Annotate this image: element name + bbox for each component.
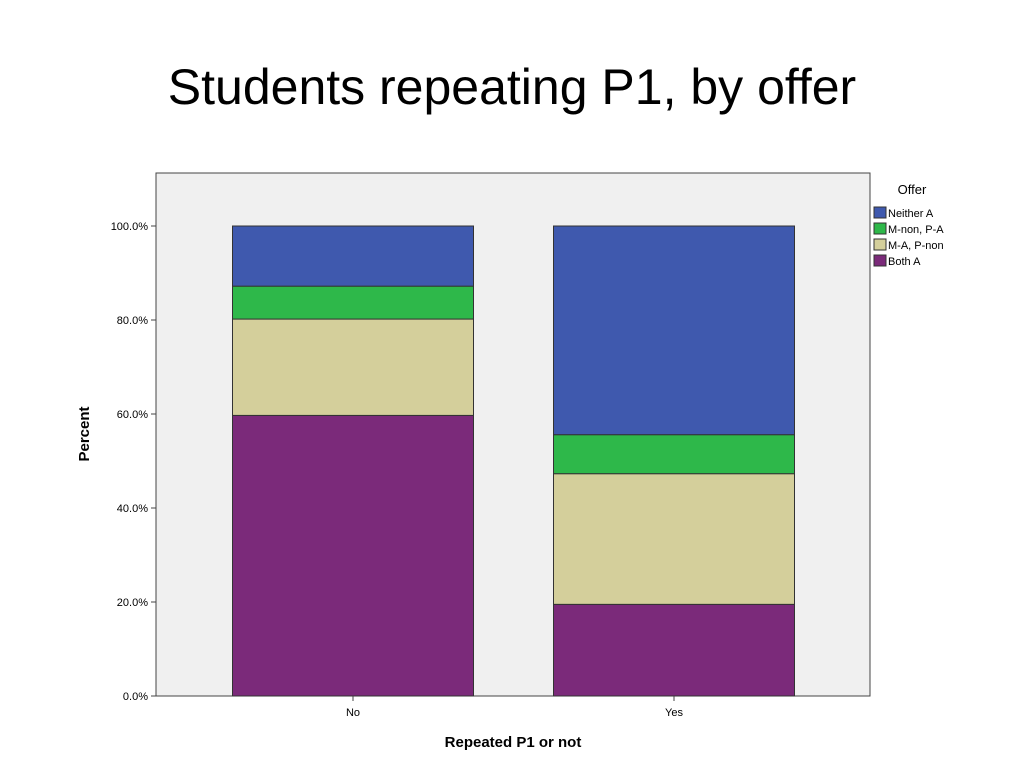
bar-yes-neither-a — [553, 225, 795, 436]
bar-no-m-a-p-non — [232, 318, 474, 416]
legend-swatch-neither-a — [873, 206, 887, 219]
y-axis-title: Percent — [76, 406, 93, 461]
legend-swatch-both-a — [873, 254, 887, 267]
y-tick-label: 40.0% — [117, 503, 148, 515]
slide-title: Students repeating P1, by offer — [167, 59, 857, 115]
bar-yes-m-a-p-non — [553, 473, 795, 605]
y-tick-label: 20.0% — [117, 597, 148, 609]
x-tick-label: No — [346, 707, 360, 719]
bar-yes-m-non-p-a — [553, 434, 795, 475]
legend-label-m-non-p-a: M-non, P-A — [888, 224, 944, 236]
legend-title: Offer — [898, 182, 927, 197]
bars-layer — [232, 225, 795, 697]
y-tick-label: 0.0% — [123, 691, 148, 703]
y-tick-label: 80.0% — [117, 315, 148, 327]
legend-swatch-m-non-p-a — [873, 222, 887, 235]
legend-label-both-a: Both A — [888, 256, 921, 268]
bar-no-both-a — [232, 414, 474, 697]
legend-label-m-a-p-non: M-A, P-non — [888, 240, 944, 252]
y-tick-label: 60.0% — [117, 409, 148, 421]
bar-no-m-non-p-a — [232, 285, 474, 320]
legend-swatch-m-a-p-non — [873, 238, 887, 251]
bar-no-neither-a — [232, 225, 474, 287]
x-tick-label: Yes — [665, 707, 683, 719]
legend: Offer Neither A M-non, P-A M-A, P-non Both A — [873, 182, 944, 268]
bar-yes-both-a — [553, 603, 795, 697]
y-tick-label: 100.0% — [111, 221, 149, 233]
legend-label-neither-a: Neither A — [888, 208, 934, 220]
x-axis-title: Repeated P1 or not — [445, 734, 582, 751]
axes-layer: 0.0% 20.0% 40.0% 60.0% 80.0% 100.0% No Yes — [111, 173, 683, 719]
